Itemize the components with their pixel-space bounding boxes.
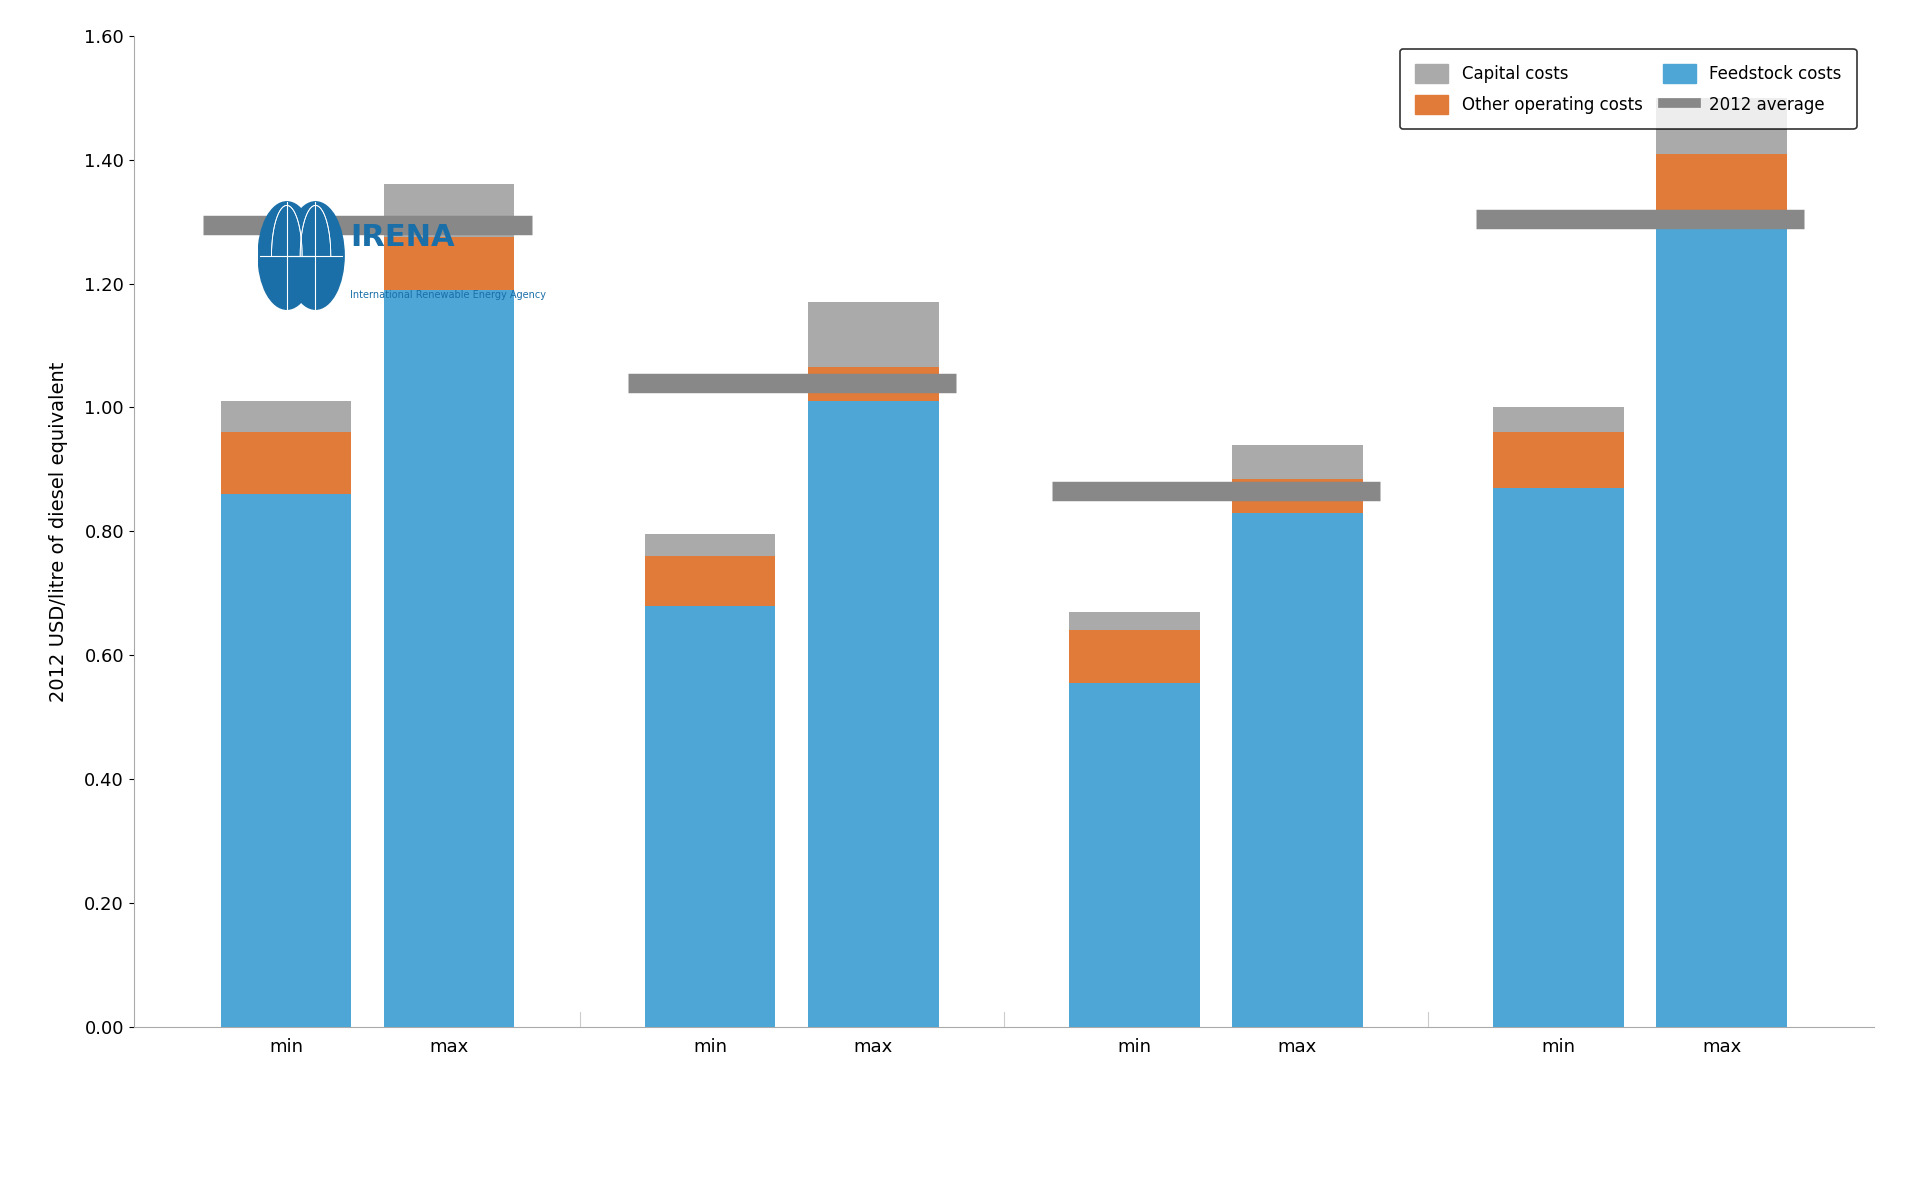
Bar bbox=[1493, 488, 1623, 1027]
Bar bbox=[384, 185, 514, 238]
Bar bbox=[384, 238, 514, 290]
Bar bbox=[1069, 630, 1199, 683]
Bar bbox=[644, 556, 776, 605]
Bar bbox=[1069, 683, 1199, 1027]
Bar bbox=[809, 302, 939, 368]
Bar bbox=[1656, 222, 1788, 1027]
Bar bbox=[220, 401, 352, 432]
Text: IRENA: IRENA bbox=[350, 223, 455, 252]
Bar bbox=[1231, 444, 1363, 479]
Bar bbox=[1069, 611, 1199, 630]
Text: International Renewable Energy Agency: International Renewable Energy Agency bbox=[350, 290, 547, 300]
Bar bbox=[809, 368, 939, 401]
Y-axis label: 2012 USD/litre of diesel equivalent: 2012 USD/litre of diesel equivalent bbox=[48, 361, 67, 702]
Bar bbox=[1493, 432, 1623, 488]
Circle shape bbox=[258, 202, 315, 309]
Bar bbox=[644, 605, 776, 1027]
Bar bbox=[1231, 512, 1363, 1027]
Bar bbox=[384, 290, 514, 1027]
Bar bbox=[1493, 407, 1623, 432]
Bar bbox=[1656, 154, 1788, 222]
Bar bbox=[220, 432, 352, 494]
Bar bbox=[809, 401, 939, 1027]
Circle shape bbox=[287, 202, 344, 309]
Bar bbox=[220, 494, 352, 1027]
Bar bbox=[1656, 98, 1788, 154]
Legend: Capital costs, Other operating costs, Feedstock costs, 2012 average: Capital costs, Other operating costs, Fe… bbox=[1400, 49, 1857, 129]
Bar bbox=[1231, 479, 1363, 512]
Bar bbox=[644, 535, 776, 556]
